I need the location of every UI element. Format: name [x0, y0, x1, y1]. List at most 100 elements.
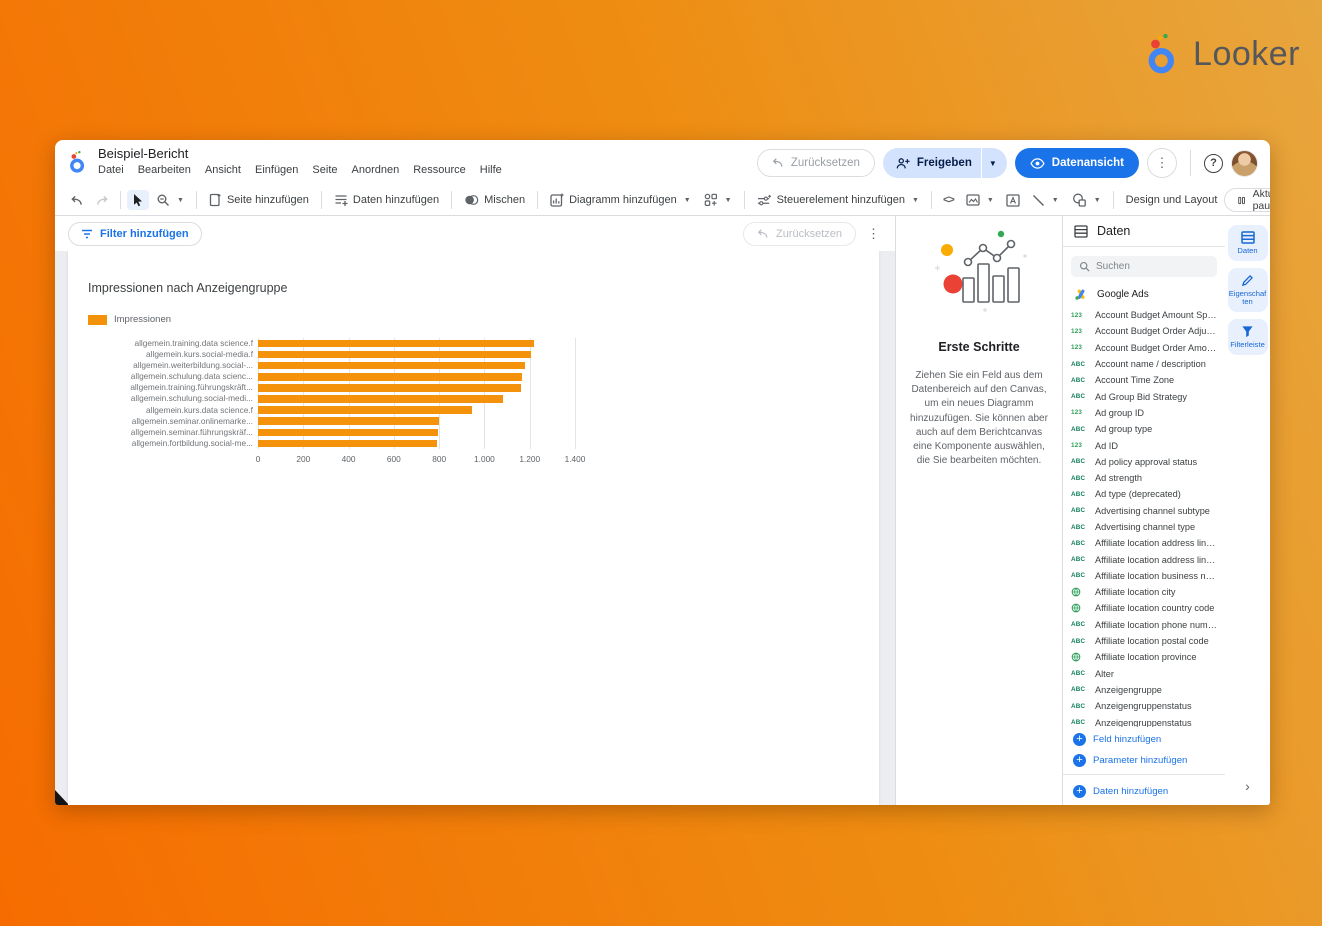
add-chart-button[interactable]: Diagramm hinzufügen ▼ — [544, 189, 697, 211]
report-page[interactable]: Impressionen nach Anzeigengruppe Impress… — [68, 251, 879, 805]
insert-line-button[interactable]: ▼ — [1026, 190, 1065, 211]
bar — [258, 361, 526, 370]
menu-item-ansicht[interactable]: Ansicht — [204, 164, 241, 176]
bar — [258, 350, 531, 359]
collapse-panel-button[interactable]: › — [1245, 778, 1250, 794]
field-row[interactable]: ABC Ad strength — [1063, 470, 1225, 486]
filter-bar-more-button[interactable]: ⋮ — [867, 225, 880, 241]
menu-item-ressource[interactable]: Ressource — [413, 164, 466, 176]
globe-icon — [1071, 603, 1090, 613]
field-label: Alter — [1095, 668, 1114, 679]
menu-item-einfügen[interactable]: Einfügen — [254, 164, 299, 176]
field-row[interactable]: ABC Affiliate location business name — [1063, 568, 1225, 584]
field-label: Affiliate location country code — [1095, 603, 1215, 614]
axis-tick: 1.400 — [564, 453, 586, 464]
plus-icon: + — [1073, 733, 1086, 746]
value-axis: 0 200 400 600 800 1.000 1.200 1.400 — [255, 453, 588, 469]
reset-button[interactable]: Zurücksetzen — [756, 149, 875, 177]
numeric-field-icon: 123 — [1071, 442, 1083, 450]
field-row[interactable]: 123 Account Budget Order Adjustable A... — [1063, 323, 1225, 339]
data-search[interactable] — [1071, 256, 1217, 277]
select-tool-button[interactable] — [127, 190, 149, 210]
insert-text-button[interactable] — [1001, 191, 1025, 210]
theme-layout-button[interactable]: Design und Layout — [1125, 194, 1218, 206]
blend-button[interactable]: Mischen — [458, 190, 531, 210]
axis-tick: 0 — [255, 453, 261, 464]
more-options-button[interactable]: ⋮ — [1147, 148, 1177, 178]
add-data-button[interactable]: Daten hinzufügen — [328, 189, 445, 211]
rail-tab-daten[interactable]: Daten — [1227, 225, 1268, 261]
zoom-tool-button[interactable]: ▼ — [150, 189, 190, 211]
field-row[interactable]: Affiliate location city — [1063, 584, 1225, 600]
text-field-icon: ABC — [1071, 572, 1086, 580]
field-row[interactable]: 123 Ad group ID — [1063, 405, 1225, 421]
chevron-down-icon: ▼ — [724, 196, 732, 204]
embed-button[interactable]: <> — [938, 191, 959, 209]
field-row[interactable]: ABC Alter — [1063, 666, 1225, 682]
field-row[interactable]: ABC Anzeigengruppenstatus — [1063, 698, 1225, 714]
avatar[interactable] — [1231, 149, 1258, 177]
report-title[interactable]: Beispiel-Bericht — [98, 146, 189, 161]
field-row[interactable]: Affiliate location province — [1063, 649, 1225, 665]
add-data-button[interactable]: + Daten hinzufügen — [1063, 778, 1225, 801]
data-source-name: Google Ads — [1097, 289, 1149, 300]
field-label: Affiliate location business name — [1095, 570, 1217, 581]
field-row[interactable]: 123 Account Budget Order Amount — [1063, 340, 1225, 356]
pause-icon — [1238, 196, 1246, 204]
field-row[interactable]: ABC Advertising channel type — [1063, 519, 1225, 535]
field-row[interactable]: ABC Affiliate location postal code — [1063, 633, 1225, 649]
data-source-row[interactable]: Google Ads — [1063, 280, 1225, 307]
add-filter-button[interactable]: Filter hinzufügen — [68, 221, 202, 246]
insert-shape-button[interactable]: ▼ — [1066, 189, 1107, 211]
text-field-icon: ABC — [1071, 393, 1086, 401]
rail-tab-filterleiste[interactable]: Filterleiste — [1227, 319, 1268, 355]
undo-button[interactable] — [65, 191, 89, 210]
field-row[interactable]: ABC Affiliate location address line 1 — [1063, 535, 1225, 551]
search-input[interactable] — [1096, 261, 1196, 272]
field-row[interactable]: ABC Affiliate location address line 2 — [1063, 551, 1225, 567]
rail-tab-eigenschaften[interactable]: Eigenschaften — [1227, 267, 1268, 313]
pause-updates-button[interactable]: Aktualisierungsvorgänge pausieren — [1224, 188, 1270, 212]
redo-button[interactable] — [90, 191, 114, 210]
field-row[interactable]: Affiliate location country code — [1063, 600, 1225, 616]
field-row[interactable]: 123 Ad ID — [1063, 437, 1225, 453]
line-icon — [1032, 194, 1044, 206]
chevron-down-icon: ▼ — [1051, 196, 1059, 204]
field-row[interactable]: ABC Ad type (deprecated) — [1063, 486, 1225, 502]
field-row[interactable]: ABC Anzeigengruppenstatus — [1063, 714, 1225, 727]
menu-item-datei[interactable]: Datei — [98, 164, 124, 176]
share-dropdown-button[interactable]: ▼ — [980, 148, 1007, 178]
filter-reset-button[interactable]: Zurücksetzen — [742, 221, 856, 246]
insert-image-button[interactable]: ▼ — [960, 190, 1000, 210]
community-visualizations-button[interactable]: ▼ — [698, 189, 738, 211]
menu-item-bearbeiten[interactable]: Bearbeiten — [137, 164, 191, 176]
menu-item-hilfe[interactable]: Hilfe — [479, 164, 502, 176]
share-button[interactable]: Freigeben — [883, 148, 981, 178]
field-row[interactable]: ABC Advertising channel subtype — [1063, 503, 1225, 519]
data-panel-title: Daten — [1097, 224, 1131, 238]
undo-icon — [71, 195, 82, 205]
field-row[interactable]: ABC Account Time Zone — [1063, 372, 1225, 388]
field-row[interactable]: ABC Affiliate location phone number — [1063, 617, 1225, 633]
report-canvas[interactable]: Impressionen nach Anzeigengruppe Impress… — [55, 251, 895, 805]
add-parameter-button[interactable]: + Parameter hinzufügen — [1063, 750, 1225, 771]
add-page-button[interactable]: Seite hinzufügen — [203, 189, 315, 211]
add-field-button[interactable]: + Feld hinzufügen — [1063, 729, 1225, 750]
field-row[interactable]: ABC Ad Group Bid Strategy — [1063, 388, 1225, 404]
menu-item-anordnen[interactable]: Anordnen — [351, 164, 400, 176]
field-row[interactable]: ABC Anzeigengruppe — [1063, 682, 1225, 698]
add-control-button[interactable]: Steuerelement hinzufügen ▼ — [751, 190, 925, 211]
field-row[interactable]: ABC Account name / description — [1063, 356, 1225, 372]
view-mode-button[interactable]: Datenansicht — [1014, 148, 1139, 178]
field-row[interactable]: ABC Ad policy approval status — [1063, 454, 1225, 470]
text-field-icon: ABC — [1071, 490, 1086, 498]
help-button[interactable]: ? — [1204, 153, 1223, 173]
field-row[interactable]: ABC Ad group type — [1063, 421, 1225, 437]
toolbar-divider — [1112, 191, 1114, 209]
looker-studio-logo-icon[interactable] — [67, 150, 89, 174]
text-field-icon: ABC — [1071, 376, 1086, 384]
menu-item-seite[interactable]: Seite — [312, 164, 338, 176]
text-field-icon: ABC — [1071, 523, 1086, 531]
bar-chart[interactable]: Impressionen nach Anzeigengruppe Impress… — [88, 281, 618, 469]
field-row[interactable]: 123 Account Budget Amount Spent — [1063, 307, 1225, 323]
